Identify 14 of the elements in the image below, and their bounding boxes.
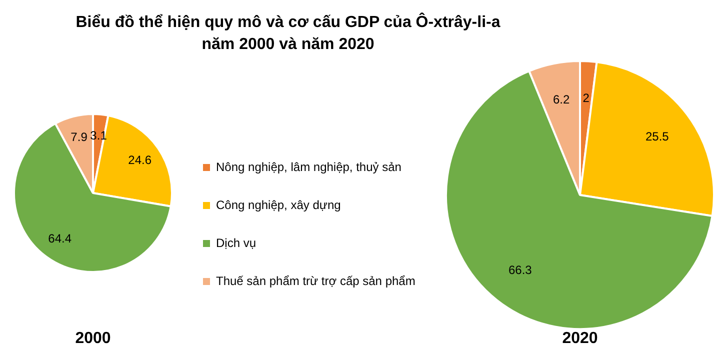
data-label: 64.4 xyxy=(48,232,72,246)
legend-label: Công nghiệp, xây dựng xyxy=(216,198,341,212)
data-label: 7.9 xyxy=(70,130,88,144)
data-label: 2 xyxy=(582,91,590,106)
text: 2000 xyxy=(74,330,112,348)
data-label: 66.3 xyxy=(508,262,532,277)
text: 2020 xyxy=(561,330,599,348)
legend-label: Nông nghiệp, lâm nghiệp, thuỷ sản xyxy=(216,160,402,174)
legend-label: Dịch vụ xyxy=(216,236,256,250)
legend-label: Thuế sản phẩm trừ trợ cấp sản phẩm xyxy=(216,274,416,288)
chart-title: Biểu đồ thể hiện quy mô và cơ cấu GDP của Ô-xtrây-li-a năm 2000 và năm 2020 xyxy=(74,12,502,55)
data-label: 24.6 xyxy=(128,153,152,168)
data-label: 6.2 xyxy=(552,92,570,107)
data-label: 25.5 xyxy=(645,129,670,144)
